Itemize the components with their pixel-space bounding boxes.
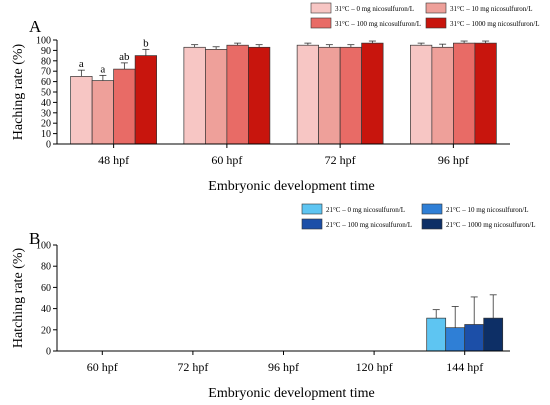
panel-a-letter: A — [29, 17, 42, 36]
y-tick-label-0-1: 10 — [41, 129, 51, 140]
bar-0-s0-c3 — [410, 44, 433, 145]
bar-0-s2-c0 — [113, 68, 136, 145]
panel-b-chart: 60 hpf 72 hpf 96 hpf 120 hpf 144 hpf 0 20 40 60 8… — [11, 203, 536, 401]
x-tick-label-0-1: 60 hpf — [211, 153, 242, 167]
legend-label-1-2: 21°C – 100 mg nicosulfuron/L — [326, 221, 412, 229]
y-tick-label-1-0: 0 — [46, 347, 51, 358]
legend-swatch-1-1 — [421, 203, 443, 215]
bar-0-s3-c3 — [474, 42, 497, 145]
y-axis-title-0: Haching rate (%) — [11, 43, 26, 140]
y-tick-label-1-4: 80 — [41, 262, 51, 273]
y-tick-label-1-3: 60 — [41, 283, 51, 294]
legend-swatch-0-3 — [425, 17, 447, 29]
bar-0-s1-c3 — [431, 46, 454, 145]
legend-label-0-3: 31°C – 1000 mg nicosulfuron/L — [450, 20, 540, 28]
x-tick-label-0-3: 96 hpf — [438, 153, 469, 167]
legend-label-0-2: 31°C – 100 mg nicosulfuron/L — [335, 20, 421, 28]
x-tick-label-1-2: 96 hpf — [268, 360, 299, 374]
significance-label-0-s0-c0: a — [79, 58, 84, 70]
legend-label-1-3: 21°C – 1000 mg nicosulfuron/L — [446, 221, 536, 229]
bar-1-s2-c4 — [464, 324, 485, 352]
y-tick-label-0-5: 50 — [41, 88, 51, 99]
y-tick-label-0-7: 70 — [41, 67, 51, 78]
significance-label-0-s3-c0: b — [143, 37, 149, 49]
legend-label-0-1: 31°C – 10 mg nicosulfuron/L — [450, 5, 533, 13]
x-axis-title-0: Embryonic development time — [208, 179, 374, 194]
bar-0-s3-c2 — [361, 42, 384, 145]
y-tick-label-0-9: 90 — [41, 46, 51, 57]
legend-swatch-1-3 — [421, 218, 443, 230]
significance-label-0-s1-c0: a — [100, 63, 105, 75]
panel-b-letter: B — [29, 229, 40, 248]
x-tick-label-1-1: 72 hpf — [177, 360, 208, 374]
y-tick-label-0-6: 60 — [41, 77, 51, 88]
bar-0-s1-c2 — [318, 46, 341, 145]
bar-0-s3-c1 — [248, 46, 271, 145]
y-tick-label-1-5: 100 — [36, 241, 51, 252]
bar-0-s3-c0 — [134, 55, 157, 145]
bar-0-s0-c1 — [183, 46, 206, 145]
y-tick-label-1-1: 20 — [41, 325, 51, 336]
x-tick-label-1-3: 120 hpf — [356, 360, 393, 374]
legend-label-0-0: 31°C – 0 mg nicosulfuron/L — [335, 5, 414, 13]
y-tick-label-0-10: 100 — [36, 36, 51, 47]
bar-0-s0-c2 — [296, 44, 319, 145]
y-tick-label-0-3: 30 — [41, 108, 51, 119]
legend-swatch-0-2 — [310, 17, 332, 29]
y-tick-label-0-4: 40 — [41, 98, 51, 109]
x-tick-label-1-4: 144 hpf — [446, 360, 483, 374]
x-tick-label-0-0: 48 hpf — [98, 153, 129, 167]
bar-1-s0-c4 — [426, 317, 447, 352]
bar-0-s2-c3 — [453, 42, 476, 145]
x-tick-label-0-2: 72 hpf — [325, 153, 356, 167]
y-tick-label-0-2: 20 — [41, 119, 51, 130]
y-tick-label-0-0: 0 — [46, 140, 51, 151]
x-tick-label-1-0: 60 hpf — [87, 360, 118, 374]
bar-0-s2-c1 — [226, 44, 249, 145]
y-tick-label-1-2: 40 — [41, 304, 51, 315]
bar-0-s1-c0 — [91, 80, 114, 145]
bar-0-s1-c1 — [205, 49, 228, 145]
y-axis-title-1: Hatching rate (%) — [11, 248, 26, 349]
legend-swatch-0-0 — [310, 2, 332, 14]
x-axis-title-1: Embryonic development time — [208, 386, 374, 401]
bar-1-s1-c4 — [445, 327, 466, 352]
legend-swatch-1-0 — [301, 203, 323, 215]
legend-swatch-0-1 — [425, 2, 447, 14]
bar-0-s0-c0 — [70, 76, 93, 145]
legend-label-1-1: 21°C – 10 mg nicosulfuron/L — [446, 206, 529, 214]
y-tick-label-0-8: 80 — [41, 56, 51, 67]
panel-a-chart: a a ab b 48 hpf 60 hpf 72 hpf 96 hpf 01020304050… — [11, 2, 540, 194]
bar-1-s3-c4 — [483, 317, 504, 352]
significance-label-0-s2-c0: ab — [119, 51, 130, 63]
bar-0-s2-c2 — [339, 46, 362, 145]
legend-label-1-0: 21°C – 0 mg nicosulfuron/L — [326, 206, 405, 214]
legend-swatch-1-2 — [301, 218, 323, 230]
